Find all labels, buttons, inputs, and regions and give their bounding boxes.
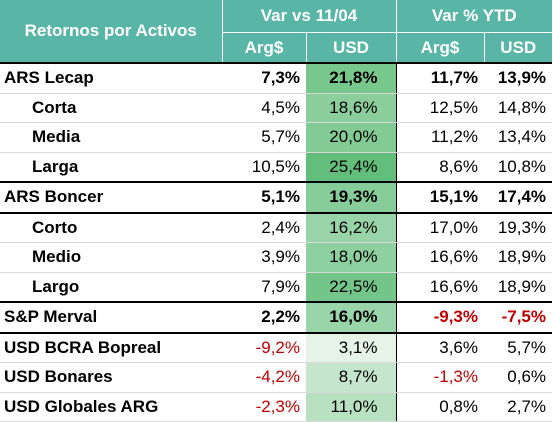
cell-ytd-ars: -9,3% <box>395 301 484 333</box>
cell-ytd-usd: 17,4% <box>484 181 553 213</box>
cell-var-ars: -9,2% <box>222 331 306 363</box>
cell-ytd-ars: 15,1% <box>395 181 484 213</box>
col-header-ars-1: Arg$ <box>222 32 306 63</box>
cell-var-usd: 11,0% <box>306 392 396 422</box>
table-row: Corta 4,5% 18,6% 12,5% 14,8% <box>0 93 553 123</box>
cell-var-ars: 2,4% <box>222 211 306 243</box>
cell-var-usd: 19,3% <box>306 181 396 213</box>
cell-var-ars: 2,2% <box>222 301 306 333</box>
col-header-ars-2: Arg$ <box>395 32 484 63</box>
row-label: Largo <box>0 272 222 303</box>
cell-ytd-usd: -7,5% <box>484 301 553 333</box>
cell-ytd-usd: 13,9% <box>484 62 553 94</box>
table-body: ARS Lecap 7,3% 21,8% 11,7% 13,9% Corta 4,5% 18,… <box>0 62 553 422</box>
group-header-var-ytd: Var % YTD <box>395 0 553 33</box>
row-label: Medio <box>0 242 222 273</box>
table-row: Medio 3,9% 18,0% 16,6% 18,9% <box>0 242 553 273</box>
table-row: Larga 10,5% 25,4% 8,6% 10,8% <box>0 152 553 183</box>
cell-ytd-usd: 5,7% <box>484 331 553 363</box>
cell-ytd-ars: 8,6% <box>395 152 484 183</box>
cell-ytd-usd: 10,8% <box>484 152 553 183</box>
cell-var-ars: 10,5% <box>222 152 306 183</box>
cell-ytd-ars: 0,8% <box>395 392 484 422</box>
row-label: ARS Lecap <box>0 62 222 94</box>
cell-ytd-usd: 0,6% <box>484 362 553 393</box>
group-header-var-vs: Var vs 11/04 <box>222 0 396 33</box>
cell-var-ars: 7,3% <box>222 62 306 94</box>
cell-ytd-usd: 18,9% <box>484 242 553 273</box>
cell-var-ars: 7,9% <box>222 272 306 303</box>
table-row: ARS Lecap 7,3% 21,8% 11,7% 13,9% <box>0 62 553 94</box>
cell-ytd-usd: 18,9% <box>484 272 553 303</box>
row-label: USD Bonares <box>0 362 222 393</box>
cell-ytd-ars: 11,7% <box>395 62 484 94</box>
cell-var-usd: 25,4% <box>306 152 396 183</box>
row-label: Corta <box>0 93 222 123</box>
cell-var-ars: -4,2% <box>222 362 306 393</box>
row-label: USD Globales ARG <box>0 392 222 422</box>
cell-var-usd: 22,5% <box>306 272 396 303</box>
cell-var-ars: -2,3% <box>222 392 306 422</box>
cell-ytd-ars: 12,5% <box>395 93 484 123</box>
cell-ytd-usd: 19,3% <box>484 211 553 243</box>
table-title: Retornos por Activos <box>0 0 223 63</box>
row-label: Larga <box>0 152 222 183</box>
table-row: Corto 2,4% 16,2% 17,0% 19,3% <box>0 211 553 243</box>
cell-var-usd: 21,8% <box>306 62 396 94</box>
cell-ytd-usd: 14,8% <box>484 93 553 123</box>
cell-var-usd: 18,6% <box>306 93 396 123</box>
cell-var-usd: 8,7% <box>306 362 396 393</box>
cell-ytd-ars: 16,6% <box>395 272 484 303</box>
cell-var-usd: 16,0% <box>306 301 396 333</box>
row-label: Media <box>0 122 222 153</box>
cell-var-usd: 3,1% <box>306 331 396 363</box>
table-row: USD BCRA Bopreal -9,2% 3,1% 3,6% 5,7% <box>0 331 553 363</box>
col-header-usd-1: USD <box>305 32 396 63</box>
cell-var-usd: 16,2% <box>306 211 396 243</box>
header-row-1: Retornos por Activos Var vs 11/04 Var % … <box>0 0 553 63</box>
row-label: ARS Boncer <box>0 181 222 213</box>
cell-var-usd: 18,0% <box>306 242 396 273</box>
table-row: S&P Merval 2,2% 16,0% -9,3% -7,5% <box>0 301 553 333</box>
cell-var-ars: 5,7% <box>222 122 306 153</box>
table-row: ARS Boncer 5,1% 19,3% 15,1% 17,4% <box>0 181 553 213</box>
row-label: S&P Merval <box>0 301 222 333</box>
cell-var-ars: 5,1% <box>222 181 306 213</box>
cell-ytd-ars: 17,0% <box>395 211 484 243</box>
cell-ytd-ars: 3,6% <box>395 331 484 363</box>
table-row: Media 5,7% 20,0% 11,2% 13,4% <box>0 122 553 153</box>
cell-var-ars: 3,9% <box>222 242 306 273</box>
table-row: USD Globales ARG -2,3% 11,0% 0,8% 2,7% <box>0 392 553 422</box>
table-row: Largo 7,9% 22,5% 16,6% 18,9% <box>0 272 553 303</box>
cell-var-ars: 4,5% <box>222 93 306 123</box>
row-label: Corto <box>0 211 222 243</box>
row-label: USD BCRA Bopreal <box>0 331 222 363</box>
cell-ytd-ars: -1,3% <box>395 362 484 393</box>
cell-ytd-ars: 16,6% <box>395 242 484 273</box>
cell-ytd-usd: 13,4% <box>484 122 553 153</box>
table-row: USD Bonares -4,2% 8,7% -1,3% 0,6% <box>0 362 553 393</box>
cell-ytd-ars: 11,2% <box>395 122 484 153</box>
col-header-usd-2: USD <box>483 32 553 63</box>
cell-ytd-usd: 2,7% <box>484 392 553 422</box>
cell-var-usd: 20,0% <box>306 122 396 153</box>
header-row-2: Arg$ USD Arg$ USD <box>0 32 553 63</box>
